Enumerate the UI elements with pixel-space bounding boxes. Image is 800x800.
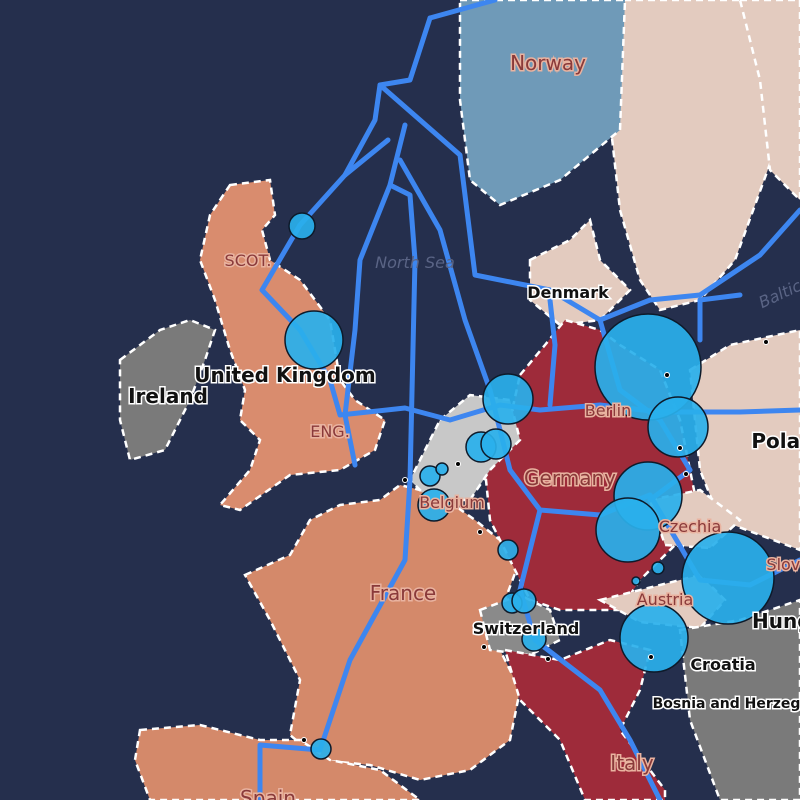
point [301, 737, 307, 743]
country-label: Denmark [527, 283, 609, 302]
point [664, 372, 670, 378]
country-label: Italy [610, 751, 654, 775]
country-label: Spain [240, 786, 296, 800]
route [547, 297, 558, 408]
bubble [619, 603, 689, 673]
spain [133, 723, 423, 800]
bubble [647, 396, 709, 458]
route [697, 292, 743, 343]
poland [688, 328, 800, 552]
country-label: Slovakia [766, 555, 800, 574]
point [677, 445, 683, 451]
bubble [497, 539, 519, 561]
ireland [118, 318, 217, 462]
point [763, 339, 769, 345]
bubble [419, 465, 441, 487]
point [683, 471, 689, 477]
city-label: Berlin [585, 401, 631, 420]
bubble [595, 497, 661, 563]
country-label: Austria [637, 590, 694, 609]
point [481, 644, 487, 650]
sweden [598, 0, 777, 312]
bubble [521, 626, 547, 652]
labels: Norway North Sea Denmark Baltic Sea SCOT… [127, 50, 800, 800]
country-label: Ireland [128, 384, 208, 408]
bubble [480, 428, 512, 460]
bubble [681, 531, 775, 625]
denmark [528, 217, 632, 327]
point [455, 461, 461, 467]
norway [458, 0, 627, 207]
point [402, 477, 408, 483]
bubble [511, 588, 537, 614]
country-label: Germany [524, 466, 616, 490]
country-label: Norway [510, 51, 586, 75]
route [517, 507, 663, 800]
route [257, 182, 418, 800]
finland [738, 0, 800, 202]
bubble [288, 212, 316, 240]
country-label: Hungary [752, 609, 800, 633]
point [477, 529, 483, 535]
route [427, 0, 498, 21]
country-label: Belgium [419, 493, 485, 512]
bubble [482, 373, 534, 425]
country-label: Poland [751, 429, 800, 453]
bubble [435, 462, 449, 476]
country-label: France [370, 581, 437, 605]
route [342, 122, 408, 468]
point [545, 656, 551, 662]
bubble [284, 310, 344, 370]
italy [503, 638, 667, 800]
country-label: Bosnia and Herzegovina [653, 696, 800, 712]
country-label: United Kingdom [194, 363, 376, 387]
bubble [310, 738, 332, 760]
point [648, 654, 654, 660]
bubbles [284, 212, 775, 760]
country-label: Czechia [659, 517, 722, 536]
country-label: Croatia [690, 655, 755, 674]
bubble [594, 313, 702, 421]
region-label: SCOT. [225, 251, 272, 270]
sea-label: North Sea [375, 253, 455, 272]
region-label: ENG. [310, 422, 350, 441]
country-label: Switzerland [473, 619, 580, 638]
bubble [417, 488, 451, 522]
bubble [651, 561, 665, 575]
bubble [631, 576, 641, 586]
